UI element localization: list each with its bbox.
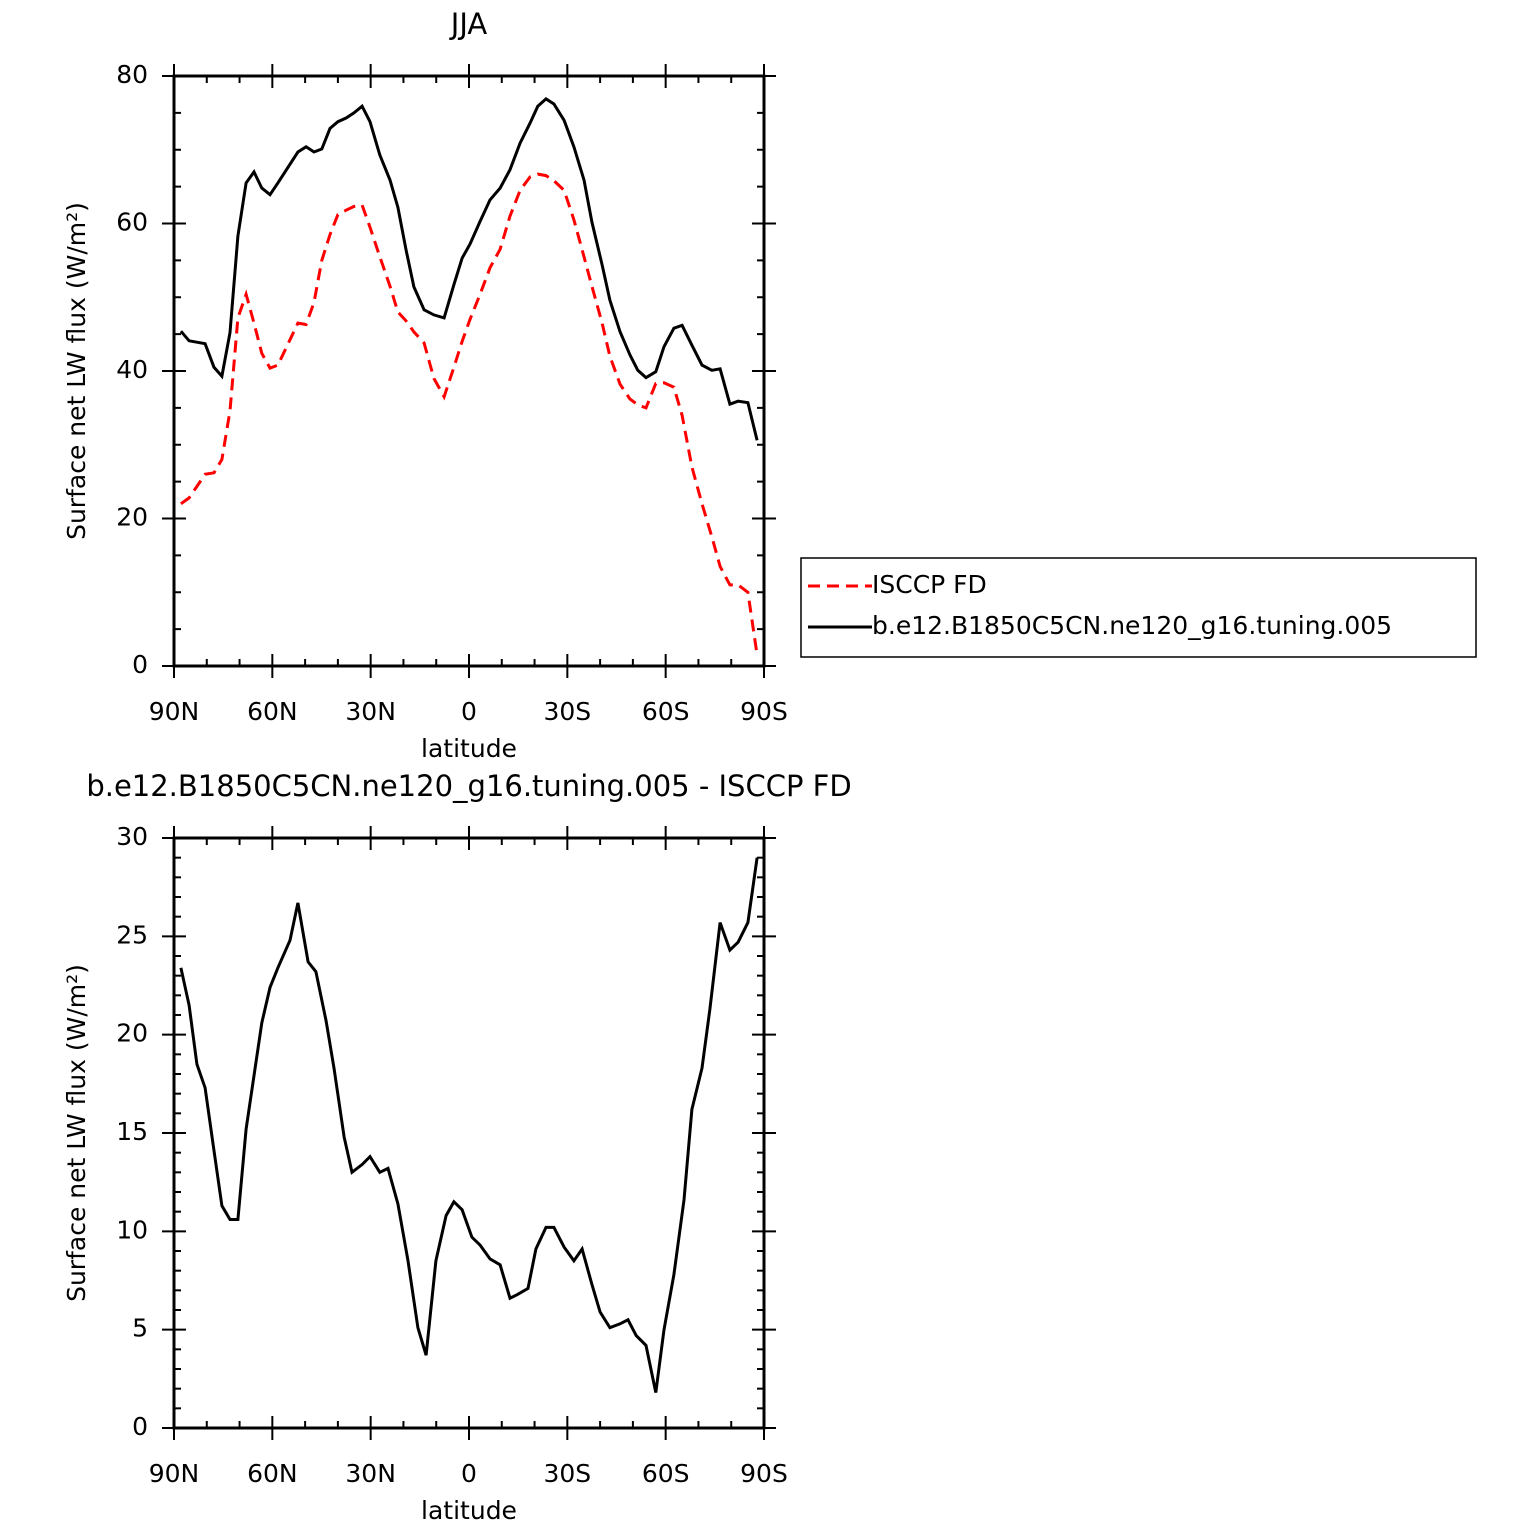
y-tick-label: 20: [116, 503, 148, 532]
x-tick-label: 90N: [149, 1459, 200, 1488]
x-tick-label: 60N: [247, 697, 298, 726]
x-tick-label: 30S: [543, 697, 591, 726]
x-tick-label: 90S: [740, 1459, 788, 1488]
x-axis-label: latitude: [421, 734, 517, 763]
y-tick-label: 25: [116, 920, 148, 949]
y-tick-label: 20: [116, 1019, 148, 1048]
data-line: [179, 857, 759, 1393]
x-tick-label: 0: [461, 1459, 477, 1488]
y-tick-label: 80: [116, 60, 148, 89]
legend-box: [800, 557, 1477, 658]
x-tick-label: 0: [461, 697, 477, 726]
x-tick-label: 60N: [247, 1459, 298, 1488]
x-tick-label: 90N: [149, 697, 200, 726]
plot-frame: [172, 836, 766, 1430]
legend-label: b.e12.B1850C5CN.ne120_g16.tuning.005: [872, 611, 1392, 640]
plot-frame: [172, 74, 766, 668]
x-tick-label: 30N: [345, 697, 396, 726]
y-tick-label: 60: [116, 208, 148, 237]
x-axis-label: latitude: [421, 1496, 517, 1525]
x-tick-label: 30S: [543, 1459, 591, 1488]
y-tick-label: 0: [132, 650, 148, 679]
y-axis-label: Surface net LW flux (W/m²): [62, 964, 91, 1302]
chart-title: b.e12.B1850C5CN.ne120_g16.tuning.005 - I…: [86, 769, 851, 803]
legend-label: ISCCP FD: [872, 570, 987, 599]
data-line: [180, 172, 759, 656]
chart-title: JJA: [449, 7, 488, 41]
y-tick-label: 5: [132, 1314, 148, 1343]
x-tick-label: 30N: [345, 1459, 396, 1488]
x-tick-label: 90S: [740, 697, 788, 726]
y-axis-label: Surface net LW flux (W/m²): [62, 202, 91, 540]
x-tick-label: 60S: [642, 1459, 690, 1488]
y-tick-label: 0: [132, 1412, 148, 1441]
data-line: [179, 97, 759, 441]
y-tick-label: 15: [116, 1117, 148, 1146]
y-tick-label: 40: [116, 355, 148, 384]
y-tick-label: 30: [116, 822, 148, 851]
x-tick-label: 60S: [642, 697, 690, 726]
y-tick-label: 10: [116, 1215, 148, 1244]
